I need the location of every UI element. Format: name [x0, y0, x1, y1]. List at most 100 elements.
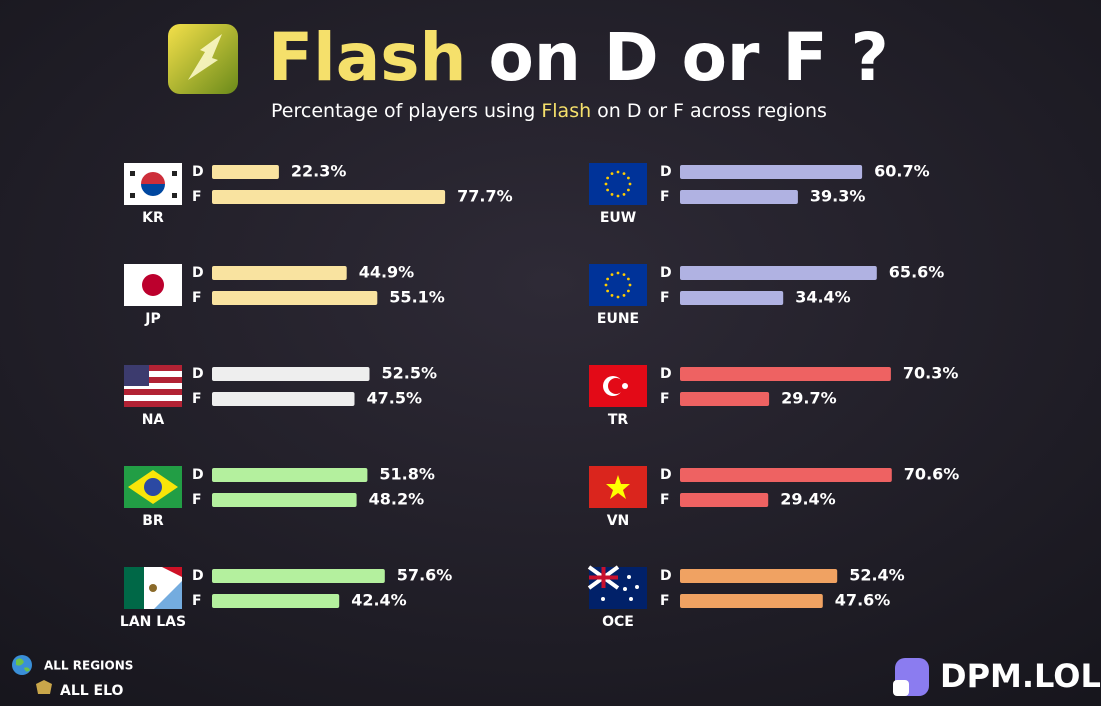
flag-star: [601, 597, 605, 601]
value-label: 57.6%: [397, 566, 453, 585]
subtitle-part: Percentage of players using: [271, 100, 541, 122]
value-label: 77.7%: [457, 187, 513, 206]
flash-icon-figure: [188, 34, 222, 80]
value-label: 29.4%: [780, 490, 836, 509]
flag-star: [623, 587, 627, 591]
flag-star: [627, 575, 631, 579]
flag: [124, 365, 182, 407]
flag: [124, 163, 182, 205]
category-label: F: [660, 492, 670, 508]
bar: [212, 291, 378, 305]
flag-star: [635, 585, 639, 589]
region-label: LAN LAS: [120, 614, 186, 630]
flag-bg: [589, 163, 647, 205]
bar: [212, 367, 370, 381]
flag-star: [610, 172, 614, 176]
region-label: TR: [608, 412, 629, 428]
value-label: 34.4%: [795, 288, 851, 307]
category-label: F: [660, 391, 670, 407]
flag-star: [626, 176, 630, 180]
flag-star: [622, 293, 626, 297]
category-label: F: [192, 492, 202, 508]
flag: [589, 264, 647, 306]
globe-icon: [12, 655, 32, 675]
region-label: NA: [142, 412, 165, 428]
title-rest: on D or F ?: [489, 19, 889, 96]
bar: [212, 190, 446, 204]
value-label: 60.7%: [874, 162, 930, 181]
bar: [680, 291, 784, 305]
flag-star: [626, 289, 630, 293]
flag-crescent-cut: [608, 378, 624, 394]
flag-star: [616, 170, 620, 174]
flag-star: [622, 273, 626, 277]
bar: [680, 392, 770, 406]
value-label: 52.5%: [382, 364, 438, 383]
title-flash: Flash: [268, 19, 467, 96]
category-label: D: [192, 265, 204, 281]
flag-star: [622, 192, 626, 196]
flag: [124, 567, 182, 609]
flag: [589, 365, 647, 407]
bar: [212, 594, 340, 608]
flag-star: [604, 283, 608, 287]
category-label: F: [192, 290, 202, 306]
bar: [680, 367, 891, 381]
value-label: 42.4%: [351, 591, 407, 610]
flag-stripe: [124, 401, 182, 407]
category-label: D: [660, 164, 672, 180]
category-label: F: [660, 290, 670, 306]
chart-title: Flash on D or F ?: [268, 19, 889, 96]
flag-cross: [589, 567, 618, 588]
flag-stripe: [124, 371, 182, 377]
flag: [124, 466, 182, 508]
bar: [212, 392, 355, 406]
flag-star: [622, 383, 628, 389]
flag-star: [606, 188, 610, 192]
flag-star: [610, 192, 614, 196]
flag-star: [616, 295, 620, 299]
flag-bars: [172, 193, 177, 198]
value-label: 39.3%: [810, 187, 866, 206]
bar: [680, 594, 823, 608]
value-label: 51.8%: [379, 465, 435, 484]
brand-logo-square: [893, 680, 909, 696]
flag-ar: [154, 581, 182, 609]
subtitle-part: across regions: [684, 100, 827, 122]
category-label: D: [660, 366, 672, 382]
flag-star: [604, 182, 608, 186]
flag-canton: [124, 365, 149, 386]
flag-globe: [144, 478, 162, 496]
region-label: EUW: [600, 210, 636, 226]
brand: DPM.LOL: [940, 657, 1101, 695]
flag-green: [124, 567, 144, 609]
flag-stripe: [124, 395, 182, 401]
region-label: BR: [142, 513, 164, 529]
bar: [212, 468, 368, 482]
flag-star: [626, 277, 630, 281]
value-label: 70.6%: [904, 465, 960, 484]
value-label: 55.1%: [389, 288, 445, 307]
flag-bars: [130, 171, 135, 176]
flag-bars: [130, 193, 135, 198]
bar: [212, 266, 347, 280]
category-label: D: [660, 467, 672, 483]
bar: [212, 165, 279, 179]
category-label: F: [660, 189, 670, 205]
value-label: 29.7%: [781, 389, 837, 408]
category-label: F: [192, 189, 202, 205]
flag-stripe: [124, 383, 182, 389]
subtitle-part: on: [591, 100, 627, 122]
flag-bg: [589, 264, 647, 306]
regions: KR D 22.3% F 77.7% JP D 44.9% F 55.1% NA D 52.5% F 47.…: [120, 162, 959, 631]
flag: [124, 264, 182, 306]
subtitle-part: Flash: [541, 100, 591, 122]
flag-emblem: [149, 584, 157, 592]
flag-star: [610, 273, 614, 277]
flag: [589, 163, 647, 205]
flag-stripe: [124, 389, 182, 395]
value-label: 47.5%: [367, 389, 423, 408]
value-label: 47.6%: [835, 591, 891, 610]
